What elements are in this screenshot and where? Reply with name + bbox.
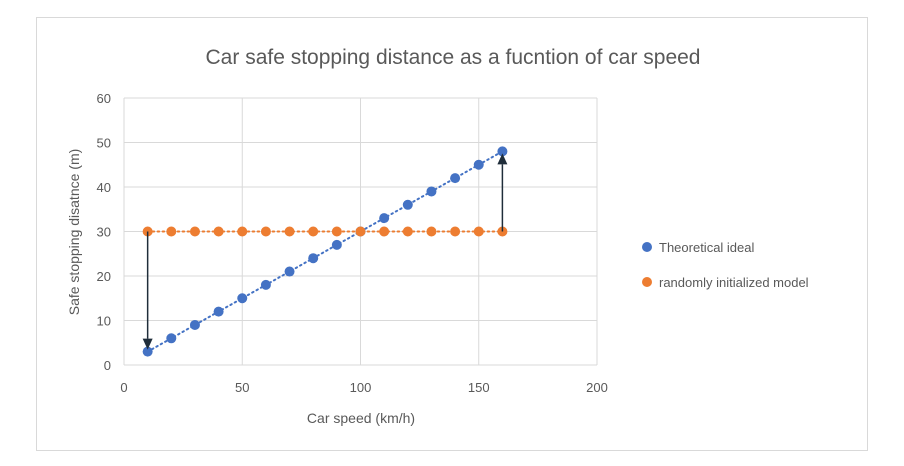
data-point-series-1 xyxy=(402,199,413,210)
data-point-series-1 xyxy=(260,279,271,290)
trendline-series-1 xyxy=(146,150,504,353)
x-tick-label: 50 xyxy=(235,380,249,395)
data-point-series-1 xyxy=(497,146,508,157)
x-tick-label: 100 xyxy=(350,380,372,395)
legend-entry: Theoretical ideal xyxy=(642,240,754,255)
data-point-series-1 xyxy=(213,306,224,317)
y-tick-label: 40 xyxy=(97,180,111,195)
data-point-series-2 xyxy=(473,226,484,237)
y-axis-label: Safe stopping disatnce (m) xyxy=(66,149,82,316)
annotation-arrows xyxy=(142,153,508,350)
legend-entry: randomly initialized model xyxy=(642,275,809,290)
y-tick-label: 50 xyxy=(97,136,111,151)
arrow-head xyxy=(142,338,153,350)
data-point-series-1 xyxy=(237,293,248,304)
data-point-series-1 xyxy=(331,239,342,250)
data-point-series-2 xyxy=(308,226,319,237)
legend-marker xyxy=(642,277,652,287)
data-point-series-2 xyxy=(237,226,248,237)
data-point-series-2 xyxy=(189,226,200,237)
data-point-series-2 xyxy=(166,226,177,237)
y-tick-label: 60 xyxy=(97,91,111,106)
legend-label: Theoretical ideal xyxy=(659,240,754,255)
chart-title: Car safe stopping distance as a fucntion… xyxy=(206,46,701,69)
y-tick-label: 30 xyxy=(97,225,111,240)
data-point-series-1 xyxy=(308,253,319,264)
data-point-series-2 xyxy=(379,226,390,237)
data-points xyxy=(142,146,508,357)
y-tick-label: 10 xyxy=(97,314,111,329)
x-tick-label: 200 xyxy=(586,380,608,395)
annotation-arrow xyxy=(142,231,153,350)
x-axis-label: Car speed (km/h) xyxy=(307,410,415,426)
data-point-series-1 xyxy=(426,186,437,197)
x-tick-labels: 0 50 100 150 200 xyxy=(120,380,607,395)
arrow-head xyxy=(497,153,508,165)
data-point-series-1 xyxy=(189,319,200,330)
x-tick-label: 150 xyxy=(468,380,490,395)
y-tick-labels: 0 10 20 30 40 50 60 xyxy=(97,91,111,373)
data-point-series-2 xyxy=(402,226,413,237)
data-point-series-2 xyxy=(331,226,342,237)
data-point-series-1 xyxy=(450,173,461,184)
data-point-series-2 xyxy=(450,226,461,237)
data-point-series-2 xyxy=(355,226,366,237)
trendlines xyxy=(146,150,504,353)
legend-marker xyxy=(642,242,652,252)
annotation-arrow xyxy=(497,153,508,232)
x-tick-label: 0 xyxy=(120,380,127,395)
legend-label: randomly initialized model xyxy=(659,275,809,290)
data-point-series-2 xyxy=(213,226,224,237)
data-point-series-1 xyxy=(379,213,390,224)
y-tick-label: 20 xyxy=(97,269,111,284)
data-point-series-1 xyxy=(473,159,484,170)
data-point-series-1 xyxy=(142,346,153,357)
data-point-series-2 xyxy=(426,226,437,237)
data-point-series-1 xyxy=(284,266,295,277)
legend: Theoretical ideal randomly initialized mo… xyxy=(642,240,809,290)
data-point-series-2 xyxy=(284,226,295,237)
y-tick-label: 0 xyxy=(104,358,111,373)
data-point-series-1 xyxy=(166,333,177,344)
data-point-series-2 xyxy=(260,226,271,237)
